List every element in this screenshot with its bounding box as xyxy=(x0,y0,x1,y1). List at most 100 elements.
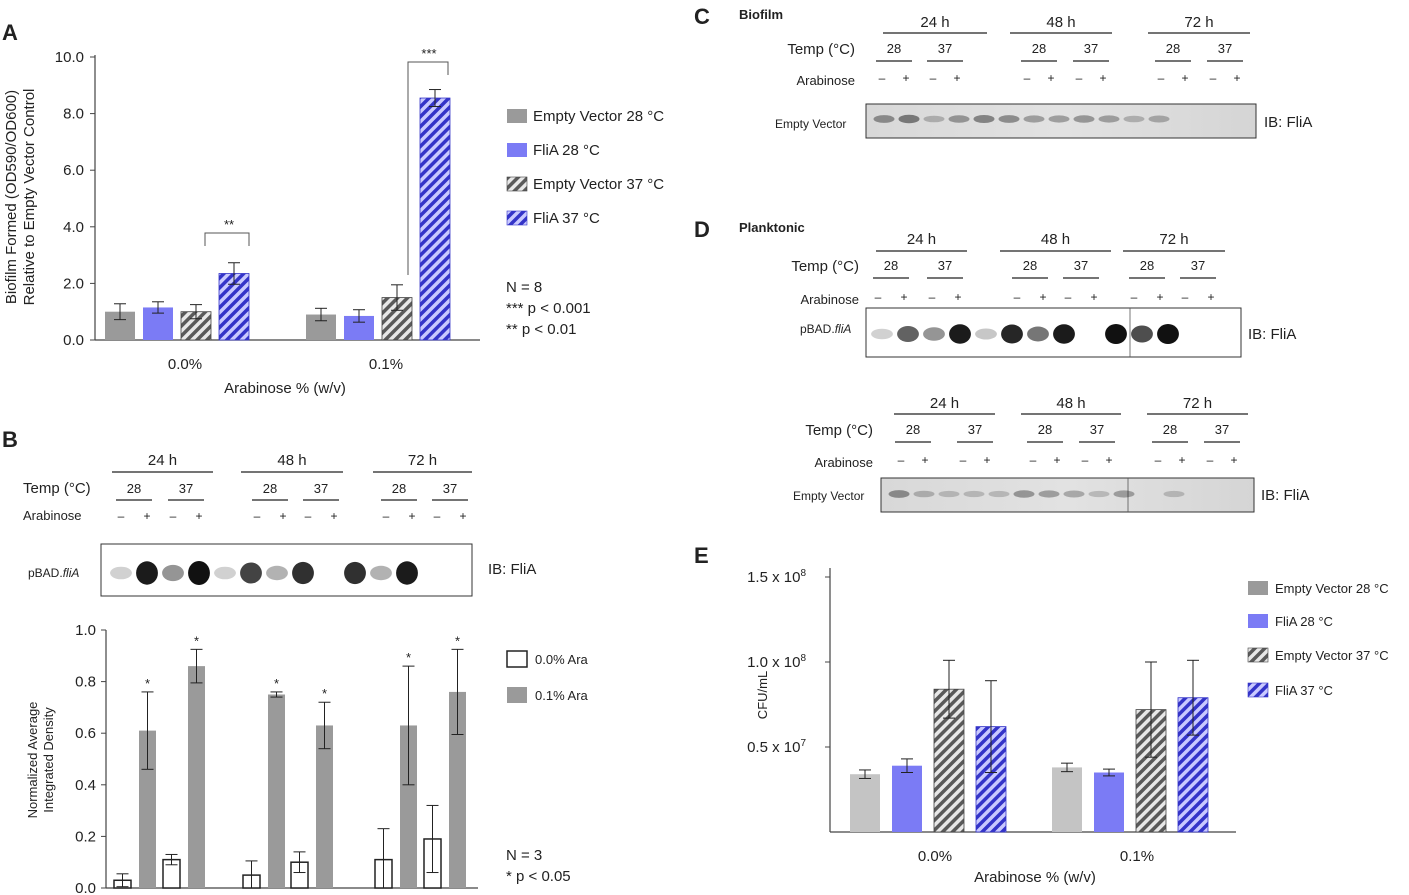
time-label: 48 h xyxy=(1046,14,1075,31)
blot-d1-header: 24 h 28 – +37 – +48 h 28 – +37 – +72 h 28 – +37 – + Temp… xyxy=(791,231,1225,307)
temp-label: 28 xyxy=(392,481,406,496)
x-category-a-1: 0.1% xyxy=(369,356,403,373)
blot-band xyxy=(948,115,970,123)
legend-swatch-b-1 xyxy=(507,687,527,703)
y-tick-label-b: 0.0 xyxy=(75,880,96,895)
blot-band xyxy=(923,327,945,341)
blot-band xyxy=(1063,490,1085,498)
note-b-1: * p < 0.05 xyxy=(506,868,571,885)
temp-label: 37 xyxy=(1074,258,1088,273)
error-bar-a-1-1 xyxy=(353,309,365,323)
arabinose-plus: + xyxy=(1233,71,1240,85)
arabinose-minus: – xyxy=(1210,71,1217,85)
temp-label: 28 xyxy=(127,481,141,496)
sig-star-b-4: * xyxy=(406,650,411,665)
note-a-0: N = 8 xyxy=(506,279,542,296)
bar-b-1-3 xyxy=(316,725,333,888)
legend-swatch-e-0 xyxy=(1248,581,1268,595)
y-axis-label-a-line1: Biofilm Formed (OD590/OD600) xyxy=(3,90,20,304)
error-bar-e-1-1 xyxy=(1103,768,1115,777)
note-a-2: ** p < 0.01 xyxy=(506,321,576,338)
arabinose-minus: – xyxy=(118,509,125,523)
panel-c-title: Biofilm xyxy=(739,7,783,22)
bar-b-1-1 xyxy=(188,666,205,888)
y-axis-label-b-line1: Normalized Average xyxy=(25,702,40,819)
legend-swatch-a-0 xyxy=(507,109,527,123)
blot-d2-row-label: Empty Vector xyxy=(793,489,864,503)
blot-band xyxy=(1163,490,1185,498)
legend-label-b-1: 0.1% Ara xyxy=(535,688,589,703)
temp-label: 28 xyxy=(1023,258,1037,273)
legend-label-e-0: Empty Vector 28 °C xyxy=(1275,581,1389,596)
temp-row-label: Temp (°C) xyxy=(787,41,855,58)
blot-band xyxy=(136,561,158,585)
blot-band xyxy=(1088,490,1110,498)
arabinose-minus: – xyxy=(929,290,936,304)
legend-swatch-a-1 xyxy=(507,143,527,157)
error-bar-b-1-5 xyxy=(451,648,464,735)
legend-label-e-3: FliA 37 °C xyxy=(1275,683,1333,698)
legend-label-a-0: Empty Vector 28 °C xyxy=(533,108,664,125)
temp-row-label-b: Temp (°C) xyxy=(23,480,91,497)
blot-band xyxy=(998,115,1020,123)
temp-label: 28 xyxy=(1140,258,1154,273)
arabinose-minus: – xyxy=(1076,71,1083,85)
blot-band xyxy=(1038,490,1060,498)
x-category-e-0: 0.0% xyxy=(918,848,952,865)
y-tick-label-a: 4.0 xyxy=(63,219,84,236)
blot-band xyxy=(1053,324,1075,344)
arabinose-plus: + xyxy=(1090,290,1097,304)
arabinose-minus: – xyxy=(1065,290,1072,304)
blot-band xyxy=(1131,325,1153,343)
arabinose-minus: – xyxy=(1207,453,1214,467)
sig-label-a2: *** xyxy=(421,46,436,61)
legend-swatch-e-3 xyxy=(1247,682,1269,698)
sig-star-b-2: * xyxy=(274,676,279,691)
time-label: 24 h xyxy=(907,231,936,248)
y-tick-label-e: 1.5 x 108 xyxy=(747,568,806,586)
blot-band xyxy=(988,490,1010,498)
blot-band xyxy=(266,565,288,581)
error-bar-a-2-0 xyxy=(190,304,202,320)
legend-swatch-e-1 xyxy=(1248,614,1268,628)
error-bar-b-0-0 xyxy=(116,873,129,888)
blot-band xyxy=(1105,324,1127,344)
y-axis-label-e: CFU/mL xyxy=(755,671,770,719)
arabinose-plus: + xyxy=(1105,453,1112,467)
temp-label: 37 xyxy=(968,422,982,437)
blot-c-frame xyxy=(865,103,1257,139)
arabinose-minus: – xyxy=(434,509,441,523)
note-a-1: *** p < 0.001 xyxy=(506,300,591,317)
temp-label: 28 xyxy=(887,41,901,56)
bar-b-1-5 xyxy=(449,691,466,888)
error-bar-a-0-0 xyxy=(114,303,126,321)
arabinose-plus: + xyxy=(408,509,415,523)
error-bar-e-3-1 xyxy=(1187,659,1199,736)
blot-band xyxy=(1048,115,1070,123)
error-bar-b-1-0 xyxy=(141,691,154,770)
bar-b-1-2 xyxy=(268,694,285,888)
arabinose-minus: – xyxy=(383,509,390,523)
error-bar-e-2-1 xyxy=(1145,661,1157,758)
error-bar-b-1-1 xyxy=(190,648,203,684)
error-bar-e-2-0 xyxy=(943,659,955,719)
chart-a: 0.0 2.0 4.0 6.0 8.0 10.0 ** *** 0.0% 0.1% Ara… xyxy=(3,46,664,397)
temp-row-label: Temp (°C) xyxy=(791,258,859,275)
arabinose-plus: + xyxy=(983,453,990,467)
y-tick-label-b: 0.2 xyxy=(75,828,96,845)
arabinose-plus: + xyxy=(143,509,150,523)
blot-band xyxy=(214,566,236,580)
temp-label: 37 xyxy=(938,258,952,273)
bar-a-3-1 xyxy=(419,97,451,341)
blot-band xyxy=(923,115,945,123)
arabinose-plus: + xyxy=(902,71,909,85)
blot-band xyxy=(1157,324,1179,344)
arabinose-plus: + xyxy=(195,509,202,523)
chart-e: 0.5 x 107 1.0 x 108 1.5 x 108 0.0% 0.1% Ar… xyxy=(747,568,1389,886)
error-bar-a-0-1 xyxy=(315,307,327,322)
temp-label: 28 xyxy=(884,258,898,273)
blot-band xyxy=(949,324,971,344)
temp-label: 37 xyxy=(1215,422,1229,437)
bar-b-1-0 xyxy=(139,730,156,888)
arabinose-plus: + xyxy=(1099,71,1106,85)
